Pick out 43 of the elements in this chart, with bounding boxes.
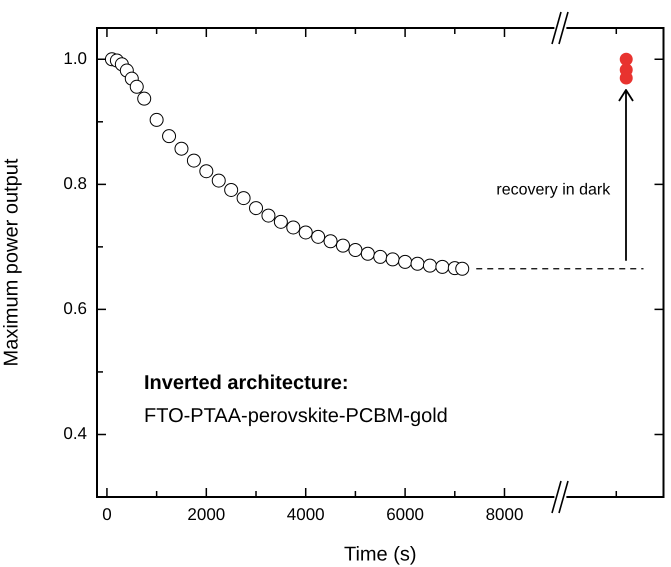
- point: [199, 164, 214, 178]
- point: [236, 191, 251, 206]
- point: [298, 225, 313, 240]
- annotation: recovery in dark: [496, 182, 612, 198]
- annotation: Inverted architecture:: [144, 372, 349, 394]
- y-tick-label: 0.6: [63, 299, 87, 318]
- y-tick-label: 1.0: [63, 48, 87, 68]
- point: [435, 260, 450, 274]
- point: [311, 230, 326, 244]
- point: [137, 92, 152, 106]
- point: [286, 220, 300, 234]
- point: [162, 129, 176, 144]
- point: [455, 262, 470, 276]
- point: [422, 258, 437, 273]
- point: [398, 254, 412, 269]
- point: [186, 154, 201, 168]
- x-tick-label: 8000: [486, 504, 524, 524]
- y-tick-label: 0.8: [63, 174, 87, 194]
- point: [150, 112, 164, 127]
- point: [386, 252, 400, 266]
- point: [174, 142, 188, 156]
- point: [410, 256, 425, 271]
- point: [261, 208, 276, 223]
- x-tick-label: 6000: [386, 504, 424, 524]
- point: [212, 174, 226, 188]
- y-tick-label: 0.4: [63, 424, 87, 444]
- x-tick-label: 2000: [187, 504, 226, 524]
- point: [620, 72, 633, 85]
- point: [620, 52, 633, 66]
- point: [249, 201, 264, 216]
- point: [348, 242, 362, 257]
- point: [224, 182, 238, 197]
- y-axis-title: Maximum power output: [0, 158, 23, 366]
- x-tick-label: 4000: [286, 504, 325, 524]
- point: [360, 246, 375, 261]
- annotation: FTO-PTAA-perovskite-PCBM-gold: [144, 405, 448, 427]
- point: [373, 250, 388, 264]
- x-axis-title: Time (s): [344, 544, 417, 566]
- point: [130, 80, 144, 94]
- x-tick-label: 0: [102, 504, 112, 524]
- point: [274, 214, 288, 229]
- point: [336, 238, 350, 253]
- point: [324, 234, 338, 248]
